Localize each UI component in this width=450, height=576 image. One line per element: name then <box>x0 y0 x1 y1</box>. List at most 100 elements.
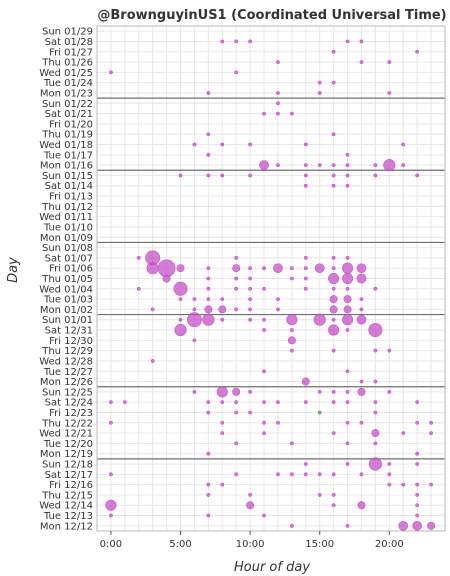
data-point <box>359 297 364 302</box>
data-point <box>345 328 350 332</box>
y-tick-label: Sun 01/15 <box>42 171 93 182</box>
data-point <box>415 482 420 487</box>
data-point <box>220 431 225 435</box>
x-tick-label: 15:00 <box>305 539 334 550</box>
data-point <box>401 431 406 435</box>
data-point <box>204 305 213 314</box>
y-tick-label: Sun 01/01 <box>42 315 93 326</box>
y-tick-label: Tue 12/20 <box>43 439 93 450</box>
y-tick-label: Tue 12/13 <box>43 511 93 522</box>
y-tick-label: Mon 01/02 <box>40 305 93 316</box>
data-point <box>317 163 322 168</box>
data-point <box>206 266 211 271</box>
data-point <box>146 262 159 275</box>
y-tick-label: Mon 01/16 <box>40 161 93 172</box>
data-point <box>262 286 266 291</box>
data-point <box>356 263 367 274</box>
data-point <box>345 183 350 188</box>
data-point <box>220 400 225 405</box>
data-point <box>248 173 253 178</box>
chart-title: @BrownguyinUS1 (Coordinated Universal Ti… <box>97 8 446 23</box>
data-point <box>262 431 266 435</box>
data-point <box>248 266 253 271</box>
data-point <box>206 451 211 456</box>
y-tick-label: Sat 12/17 <box>45 470 93 481</box>
data-point <box>248 297 253 302</box>
data-point <box>289 328 294 332</box>
data-point <box>289 266 294 271</box>
data-point <box>373 400 378 405</box>
data-point <box>313 313 326 326</box>
data-point <box>342 262 354 274</box>
data-point <box>206 410 211 415</box>
x-tick-label: 5:00 <box>169 539 191 550</box>
data-point <box>345 163 350 168</box>
data-point <box>192 142 197 147</box>
data-point <box>415 513 420 518</box>
data-point <box>368 322 383 338</box>
data-point <box>206 132 211 137</box>
data-point <box>328 272 340 285</box>
data-point <box>331 400 336 405</box>
x-tick-label: 10:00 <box>236 539 265 550</box>
data-point <box>415 400 420 405</box>
data-point <box>331 493 336 497</box>
data-point <box>317 493 322 497</box>
data-point <box>186 312 202 328</box>
data-point <box>398 520 409 531</box>
y-tick-label: Sat 12/31 <box>45 326 93 337</box>
data-point <box>331 286 336 291</box>
x-axis-tick-labels: 0:00 5:00 10:00 15:00 20:00 <box>100 531 404 550</box>
data-point <box>289 472 294 477</box>
data-point <box>387 348 392 353</box>
data-point <box>276 400 280 405</box>
data-point <box>192 297 197 302</box>
data-point <box>331 163 336 168</box>
y-tick-label: Sat 12/24 <box>45 398 93 409</box>
data-point <box>345 389 350 394</box>
data-point <box>273 263 283 274</box>
data-point <box>248 493 253 497</box>
y-tick-label: Mon 12/12 <box>40 521 93 532</box>
data-point <box>234 307 239 312</box>
data-point <box>178 173 183 178</box>
data-point <box>220 39 225 44</box>
y-tick-label: Wed 12/14 <box>39 501 93 512</box>
data-point <box>173 281 188 296</box>
data-point <box>202 313 215 326</box>
data-point <box>331 173 336 178</box>
data-point <box>303 462 308 466</box>
data-point <box>303 183 308 188</box>
data-point <box>345 255 350 260</box>
data-point <box>289 348 294 353</box>
data-point <box>178 317 183 322</box>
data-point <box>387 60 392 64</box>
y-tick-label: Thu 01/12 <box>41 202 93 213</box>
data-point <box>329 305 338 314</box>
data-point <box>262 420 266 425</box>
data-point <box>412 520 423 531</box>
y-tick-label: Wed 01/18 <box>39 140 93 151</box>
data-point <box>262 328 266 332</box>
data-point <box>317 472 322 477</box>
data-point <box>136 255 141 260</box>
y-tick-label: Tue 12/27 <box>43 367 93 378</box>
data-point <box>345 39 350 44</box>
data-point <box>303 400 308 405</box>
data-point <box>303 286 308 291</box>
y-tick-label: Fri 12/30 <box>49 336 93 347</box>
y-tick-label: Fri 12/23 <box>49 408 93 419</box>
data-point <box>303 472 308 477</box>
data-point <box>342 314 354 326</box>
data-point <box>206 400 211 405</box>
data-point <box>317 91 322 95</box>
data-point <box>303 163 308 168</box>
data-point <box>331 183 336 188</box>
data-point <box>429 482 433 487</box>
y-tick-label: Fri 01/27 <box>49 47 93 58</box>
data-point <box>373 379 378 384</box>
y-tick-label: Tue 01/24 <box>43 78 93 89</box>
data-point <box>105 499 117 511</box>
